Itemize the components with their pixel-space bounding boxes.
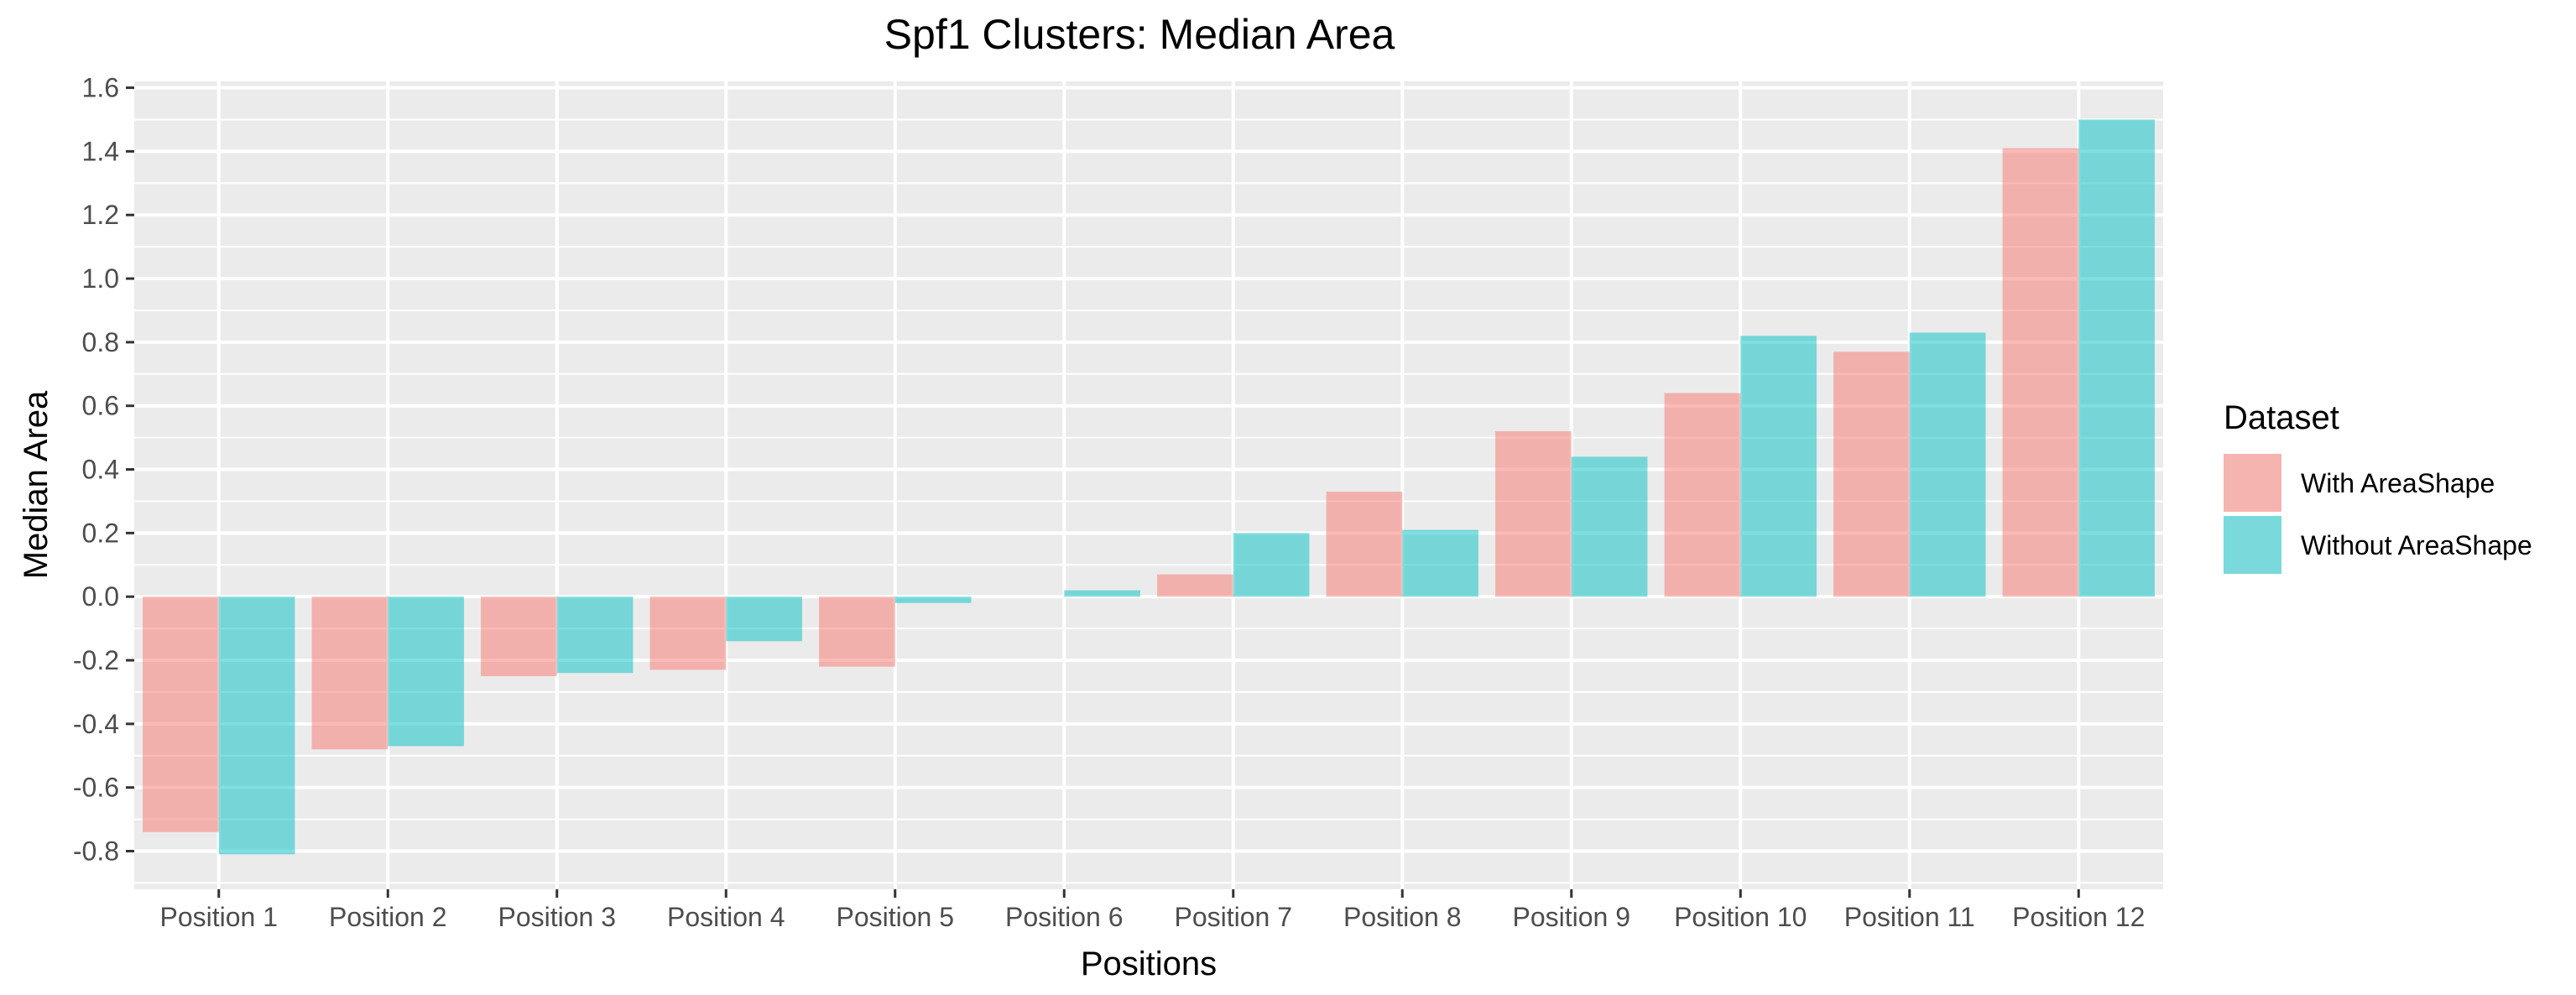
x-tick-label: Position 4 <box>667 902 785 932</box>
y-tick-label: -0.8 <box>73 836 119 867</box>
bar <box>2078 119 2155 597</box>
x-axis: Position 1 Position 2 Position 3 Position 4… <box>159 889 2145 932</box>
bar <box>1064 590 1140 597</box>
legend-label: Without AreaShape <box>2301 530 2532 560</box>
bar <box>311 596 388 750</box>
x-tick-label: Position 3 <box>498 902 616 932</box>
bar <box>1326 492 1403 597</box>
bars <box>143 119 2155 855</box>
x-tick-label: Position 11 <box>1844 902 1975 932</box>
bar <box>1833 352 1910 597</box>
bar <box>1402 529 1478 597</box>
minor-gridlines <box>134 118 2163 884</box>
y-tick-label: 0.8 <box>82 327 119 357</box>
y-tick-label: 1.2 <box>82 200 119 230</box>
x-tick-label: Position 7 <box>1174 902 1292 932</box>
bar <box>1495 431 1572 597</box>
y-tick-label: 0.2 <box>82 518 119 548</box>
chart-title: Spf1 Clusters: Median Area <box>884 11 1395 58</box>
y-tick-label: 0.4 <box>82 455 119 485</box>
x-tick-label: Position 9 <box>1512 902 1630 932</box>
y-tick-label: -0.2 <box>73 645 119 675</box>
legend: Dataset With AreaShape Without AreaShape <box>2224 399 2532 574</box>
bar <box>143 596 219 832</box>
y-axis-label: Median Area <box>18 390 55 579</box>
bar <box>1571 456 1648 597</box>
y-tick-label: 0.0 <box>82 581 119 612</box>
bar <box>1909 332 1986 597</box>
bar <box>894 596 972 603</box>
x-tick-label: Position 5 <box>836 902 954 932</box>
y-tick-label: 1.6 <box>82 73 119 103</box>
legend-swatch <box>2224 454 2281 512</box>
bar <box>1157 574 1233 597</box>
y-axis: -0.8 -0.6 -0.4 -0.2 0.0 0.2 0.4 0.6 0.8 1.0 1.2 1.4… <box>73 73 134 867</box>
bar <box>1233 533 1310 597</box>
x-tick-label: Position 1 <box>159 902 278 932</box>
bar <box>556 596 634 674</box>
bar <box>649 596 727 670</box>
bar <box>218 596 295 855</box>
y-tick-label: -0.4 <box>73 709 119 739</box>
legend-title: Dataset <box>2224 399 2339 436</box>
x-tick-label: Position 12 <box>2012 902 2145 932</box>
x-tick-label: Position 6 <box>1005 902 1124 932</box>
y-tick-label: -0.6 <box>73 773 119 803</box>
major-gridlines <box>134 81 2163 889</box>
bar <box>819 596 895 667</box>
bar <box>481 596 557 676</box>
x-tick-label: Position 8 <box>1343 902 1462 932</box>
bar <box>388 596 464 747</box>
bar <box>1740 336 1817 597</box>
x-axis-label: Positions <box>1081 946 1217 982</box>
y-tick-label: 1.4 <box>82 136 119 166</box>
legend-swatch <box>2224 516 2281 574</box>
y-tick-label: 0.6 <box>82 391 119 421</box>
x-tick-label: Position 2 <box>329 902 447 932</box>
bar <box>1664 393 1741 597</box>
bar <box>726 596 802 642</box>
y-tick-label: 1.0 <box>82 263 119 294</box>
x-tick-label: Position 10 <box>1674 902 1807 932</box>
bar <box>2002 148 2079 597</box>
legend-label: With AreaShape <box>2301 468 2495 498</box>
